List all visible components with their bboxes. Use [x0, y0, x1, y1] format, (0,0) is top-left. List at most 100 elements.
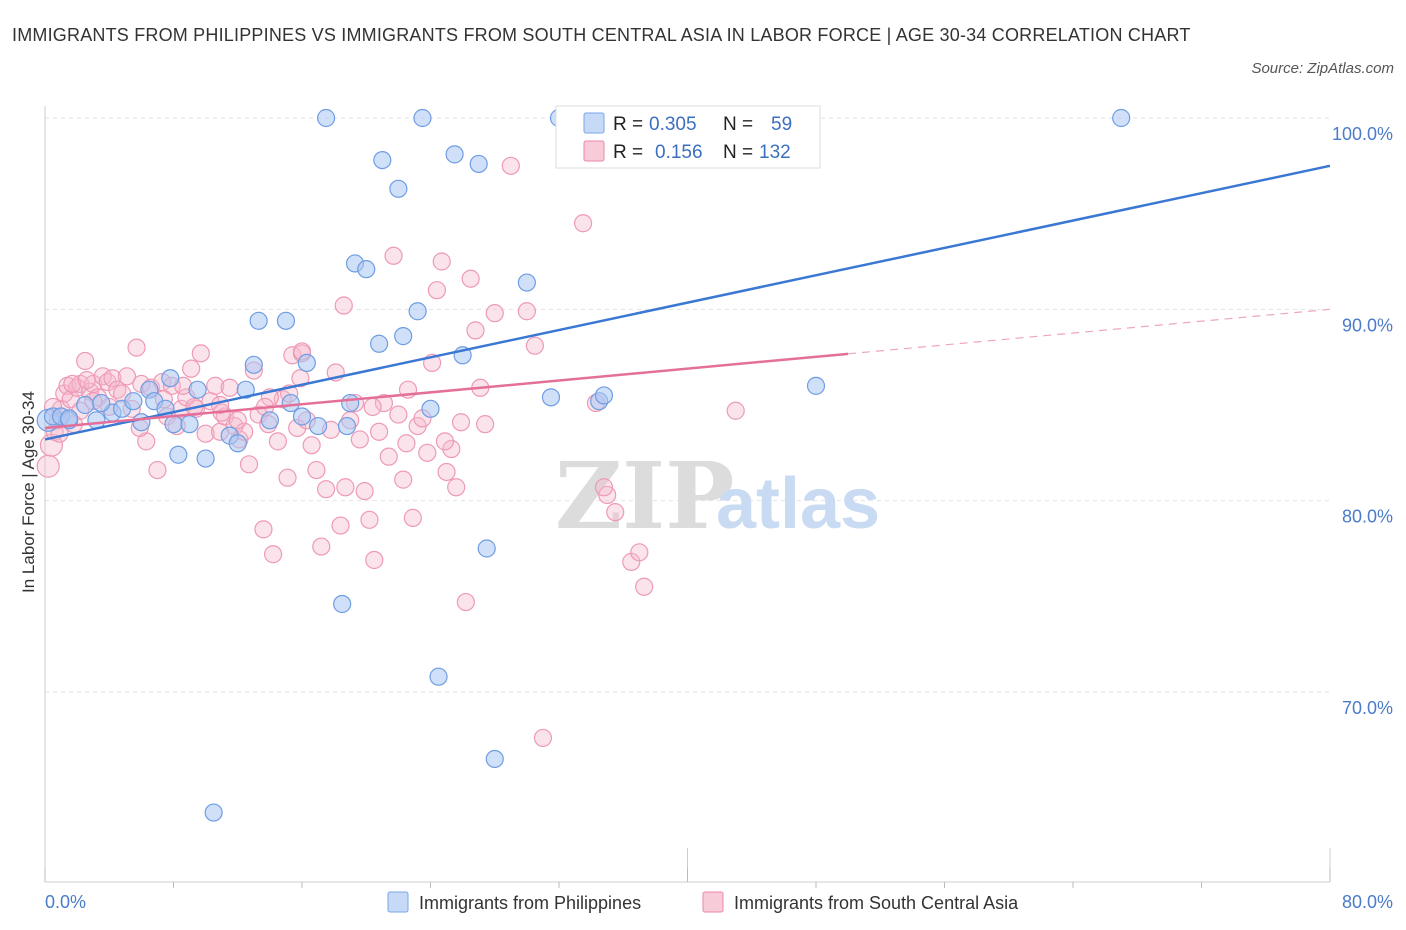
trend-line-south-central-asia — [44, 352, 849, 430]
point-south-central-asia — [278, 468, 297, 487]
point-philippines — [281, 393, 300, 413]
point-south-central-asia — [635, 577, 654, 596]
point-philippines — [413, 108, 432, 128]
bottom-legend: Immigrants from Philippines Immigrants f… — [387, 891, 1019, 913]
point-south-central-asia — [427, 281, 447, 300]
stats-n-label-2: N = — [723, 142, 753, 163]
point-south-central-asia — [525, 336, 545, 355]
point-south-central-asia — [336, 478, 355, 497]
point-south-central-asia — [533, 728, 553, 748]
point-south-central-asia — [206, 376, 225, 395]
point-philippines — [429, 667, 448, 686]
point-south-central-asia — [456, 592, 475, 612]
source-label: Source: ZipAtlas.com — [1251, 60, 1394, 77]
point-south-central-asia — [403, 508, 422, 527]
point-south-central-asia — [254, 520, 273, 539]
y-axis-label: In Labor Force | Age 30-34 — [19, 391, 38, 593]
point-south-central-asia — [594, 478, 614, 497]
legend-label-south-central-asia: Immigrants from South Central Asia — [734, 893, 1019, 913]
legend-swatch-south-central-asia — [702, 891, 724, 913]
point-philippines — [180, 415, 199, 434]
point-philippines — [249, 311, 268, 330]
stats-r-value-2: 0.156 — [655, 142, 703, 163]
x-tick-label: 80.0% — [1342, 892, 1393, 912]
point-south-central-asia — [76, 351, 95, 371]
point-south-central-asia — [302, 436, 321, 455]
point-south-central-asia — [379, 447, 398, 466]
point-south-central-asia — [370, 422, 389, 441]
point-philippines — [337, 416, 357, 436]
point-south-central-asia — [77, 371, 96, 390]
watermark-zip: ZIP — [555, 442, 734, 550]
point-philippines — [169, 445, 188, 464]
point-philippines — [541, 388, 561, 407]
point-south-central-asia — [316, 480, 336, 499]
point-south-central-asia — [331, 516, 350, 535]
point-south-central-asia — [36, 454, 60, 478]
point-philippines — [394, 327, 413, 346]
point-south-central-asia — [103, 369, 122, 388]
point-philippines — [164, 415, 183, 434]
point-south-central-asia — [291, 369, 310, 388]
point-south-central-asia — [182, 359, 201, 378]
stats-r-label-2: R = — [613, 142, 643, 163]
point-south-central-asia — [228, 411, 247, 430]
stats-legend-box: R = 0.305 N = 59 R = 0.156 N = 132 — [555, 105, 821, 169]
point-philippines — [124, 392, 143, 411]
legend-swatch-philippines — [387, 891, 409, 913]
point-philippines — [421, 399, 440, 418]
point-south-central-asia — [239, 455, 259, 474]
point-south-central-asia — [397, 434, 416, 453]
point-philippines — [228, 434, 247, 453]
point-south-central-asia — [374, 393, 394, 413]
point-philippines — [370, 334, 389, 353]
tick-labels: 100.0% 90.0% 80.0% 70.0% 0.0% 80.0% — [45, 124, 1393, 912]
point-philippines — [244, 355, 263, 374]
point-south-central-asia — [485, 304, 504, 323]
y-tick-label: 100.0% — [1332, 124, 1393, 144]
point-south-central-asia — [127, 338, 146, 357]
point-philippines — [408, 302, 427, 321]
point-philippines — [477, 539, 496, 558]
watermark: ZIP atlas — [555, 442, 880, 550]
stats-r-value-1: 0.305 — [649, 114, 697, 135]
trend-line-south-central-asia-extension — [848, 308, 1331, 355]
point-south-central-asia — [630, 543, 649, 562]
point-south-central-asia — [501, 156, 520, 175]
point-philippines — [357, 260, 376, 279]
point-south-central-asia — [437, 462, 456, 482]
point-south-central-asia — [461, 269, 480, 288]
point-philippines — [308, 416, 328, 436]
point-philippines — [236, 380, 255, 399]
x-tick-label: 0.0% — [45, 892, 86, 912]
y-tick-label: 80.0% — [1342, 507, 1393, 527]
point-south-central-asia — [726, 401, 745, 420]
point-south-central-asia — [220, 378, 239, 397]
point-south-central-asia — [117, 367, 137, 386]
point-philippines — [161, 369, 180, 388]
point-south-central-asia — [447, 478, 466, 497]
point-south-central-asia — [334, 296, 353, 315]
point-south-central-asia — [350, 430, 369, 449]
point-south-central-asia — [191, 344, 210, 363]
point-south-central-asia — [606, 503, 625, 522]
point-south-central-asia — [196, 424, 215, 443]
point-philippines — [389, 179, 408, 198]
point-south-central-asia — [312, 537, 331, 556]
point-philippines — [132, 413, 151, 432]
stats-n-label-1: N = — [723, 114, 753, 135]
point-philippines — [469, 154, 488, 174]
point-south-central-asia — [307, 460, 326, 480]
axes — [44, 106, 1331, 888]
point-south-central-asia — [263, 545, 283, 564]
point-south-central-asia — [355, 482, 374, 501]
point-south-central-asia — [476, 415, 495, 434]
point-philippines — [204, 803, 223, 822]
point-philippines — [316, 108, 336, 128]
y-tick-label: 90.0% — [1342, 315, 1393, 335]
stats-n-value-2: 132 — [759, 142, 791, 163]
chart-title: IMMIGRANTS FROM PHILIPPINES VS IMMIGRANT… — [12, 25, 1191, 45]
point-philippines — [196, 449, 215, 468]
stats-swatch-south-central-asia — [583, 140, 605, 162]
